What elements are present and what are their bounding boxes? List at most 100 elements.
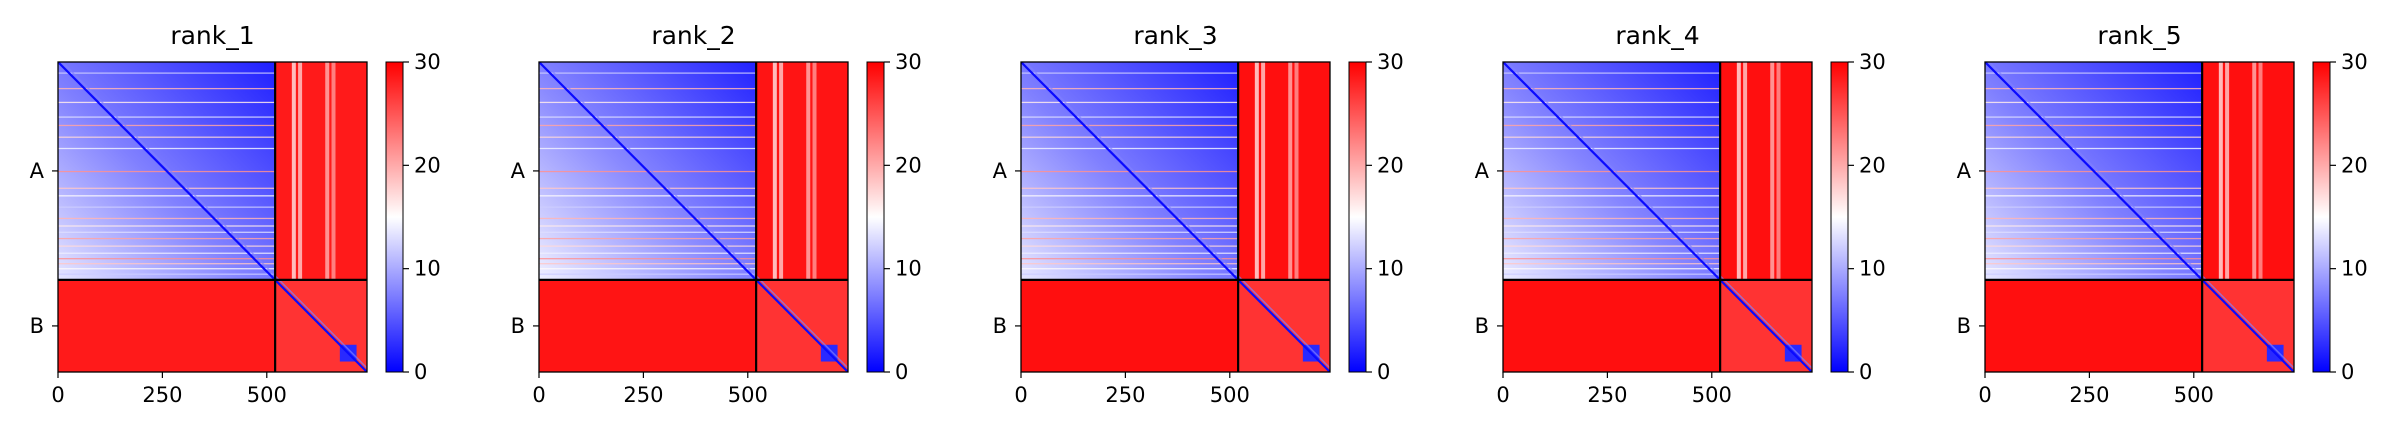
streak-A (539, 268, 757, 270)
streak-A (1021, 206, 1239, 208)
streak-A (58, 72, 276, 74)
heatmap-cells (1021, 62, 1330, 372)
streak-A (1985, 187, 2203, 189)
streak-A (58, 245, 276, 247)
streak-A (58, 124, 276, 127)
colorbar (1348, 61, 1367, 373)
streak-A (539, 245, 757, 247)
streak-A (1985, 273, 2203, 275)
streak-AB (2258, 62, 2263, 280)
streak-A (1021, 195, 1239, 197)
colorbar-tick-label: 10 (1859, 257, 1886, 281)
plot-frame (1020, 61, 1331, 373)
streak-A (539, 124, 757, 127)
colorbar-tick-label: 10 (1377, 257, 1404, 281)
plot-frame (57, 61, 368, 373)
streak-AB (1736, 62, 1741, 280)
streak-A (1985, 237, 2203, 240)
streak-AB (812, 62, 817, 280)
streak-A (1021, 245, 1239, 247)
x-tick-label: 250 (2069, 383, 2109, 407)
x-tick-label: 500 (2174, 383, 2214, 407)
diagonal (58, 62, 367, 372)
streak-A (58, 263, 276, 265)
streak-A (539, 87, 757, 90)
streak-AB (298, 62, 303, 280)
block-B-A (539, 279, 757, 372)
streak-A (58, 258, 276, 260)
streak-A (1985, 231, 2203, 233)
heatmap-cells (539, 62, 848, 372)
block-A-B (2202, 62, 2294, 280)
streak-A (1503, 195, 1721, 197)
block-A-B (275, 62, 367, 280)
streak-AB (2218, 62, 2223, 280)
streak-AB (331, 62, 336, 280)
x-tick-label: 250 (1105, 383, 1145, 407)
y-tick-label: B (993, 314, 1007, 338)
plot-frame (1502, 61, 1813, 373)
streak-A (1985, 268, 2203, 270)
colorbar (866, 61, 885, 373)
streak-AB (1261, 62, 1266, 280)
streak-A (1503, 252, 1721, 254)
x-tick-label: 500 (1210, 383, 1250, 407)
streak-A (1503, 206, 1721, 208)
colorbar-tick-label: 10 (895, 257, 922, 281)
streak-A (539, 195, 757, 197)
x-tick-label: 0 (51, 383, 64, 407)
x-tick-label: 0 (532, 383, 545, 407)
streak-A (539, 258, 757, 260)
y-tick-label: B (511, 314, 525, 338)
streak-A (58, 187, 276, 189)
streak-A (58, 136, 276, 138)
plot-frame (1984, 61, 2295, 373)
colorbar-tick-label: 20 (1859, 153, 1886, 177)
colorbar-tick-label: 20 (895, 153, 922, 177)
streak-A (1503, 237, 1721, 240)
pae-panel-2: rank_2 0 250 500 A B 0 10 20 30 (511, 21, 922, 407)
streak-A (1503, 116, 1721, 118)
streak-A (1021, 124, 1239, 127)
streak-AB (1776, 62, 1781, 280)
block-B-A (1985, 279, 2203, 372)
diagonal (539, 62, 848, 372)
streak-A (1985, 258, 2203, 260)
colorbar-tick-label: 30 (414, 50, 441, 74)
streak-A (539, 72, 757, 74)
streak-A (1985, 263, 2203, 265)
streak-AB (325, 62, 330, 280)
streak-AB (1288, 62, 1293, 280)
y-tick-label: A (1957, 159, 1972, 183)
streak-A (1503, 124, 1721, 127)
streak-A (1021, 116, 1239, 118)
streak-A (58, 273, 276, 275)
streak-A (1021, 72, 1239, 74)
x-tick-label: 250 (1587, 383, 1627, 407)
block-B-A (1021, 279, 1239, 372)
streak-A (58, 195, 276, 197)
colorbar-tick-label: 0 (414, 360, 427, 384)
streak-A (539, 187, 757, 189)
streak-A (539, 217, 757, 220)
block-A-B (1720, 62, 1812, 280)
streak-A (539, 147, 757, 150)
streak-A (1985, 195, 2203, 197)
streak-A (58, 87, 276, 90)
streak-A (539, 136, 757, 138)
near-diagonal (61, 62, 367, 369)
streak-AB (772, 62, 777, 280)
block-B-A (1503, 279, 1721, 372)
streak-A (1503, 231, 1721, 233)
y-tick-label: A (1475, 159, 1490, 183)
colorbar-tick-label: 30 (1377, 50, 1404, 74)
x-tick-label: 0 (1014, 383, 1027, 407)
x-tick-label: 0 (1496, 383, 1509, 407)
block-A-B (1238, 62, 1330, 280)
y-tick-label: A (993, 159, 1008, 183)
colorbar-tick-label: 0 (1377, 360, 1390, 384)
streak-A (58, 268, 276, 270)
streak-A (1503, 225, 1721, 227)
streak-A (1503, 263, 1721, 265)
streak-A (1503, 245, 1721, 247)
